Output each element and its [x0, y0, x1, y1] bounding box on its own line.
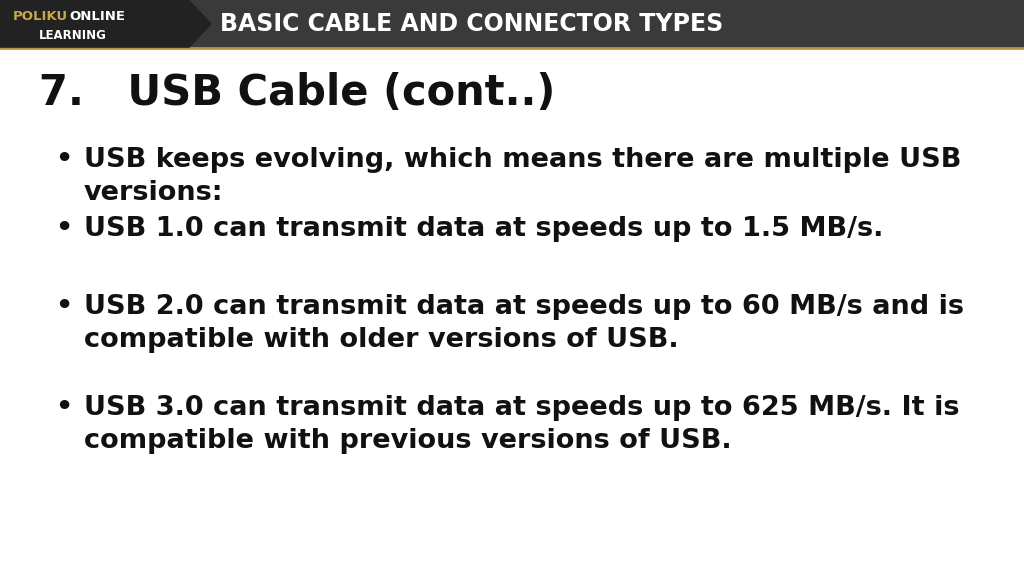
- Text: USB 3.0 can transmit data at speeds up to 625 MB/s. It is
compatible with previo: USB 3.0 can transmit data at speeds up t…: [84, 395, 959, 453]
- Text: •: •: [55, 395, 72, 420]
- Polygon shape: [0, 0, 212, 48]
- Text: •: •: [55, 147, 72, 173]
- Text: USB 2.0 can transmit data at speeds up to 60 MB/s and is
compatible with older v: USB 2.0 can transmit data at speeds up t…: [84, 294, 964, 353]
- Text: USB keeps evolving, which means there are multiple USB
versions:: USB keeps evolving, which means there ar…: [84, 147, 962, 206]
- Text: 7.   USB Cable (cont..): 7. USB Cable (cont..): [39, 72, 555, 114]
- Text: USB 1.0 can transmit data at speeds up to 1.5 MB/s.: USB 1.0 can transmit data at speeds up t…: [84, 216, 884, 242]
- Text: •: •: [55, 216, 72, 242]
- Text: POLIKU: POLIKU: [12, 10, 68, 23]
- Text: LEARNING: LEARNING: [39, 29, 106, 43]
- Text: •: •: [55, 294, 72, 320]
- Bar: [0, 0, 1024, 48]
- Text: BASIC CABLE AND CONNECTOR TYPES: BASIC CABLE AND CONNECTOR TYPES: [220, 12, 723, 36]
- Text: ONLINE: ONLINE: [70, 10, 126, 23]
